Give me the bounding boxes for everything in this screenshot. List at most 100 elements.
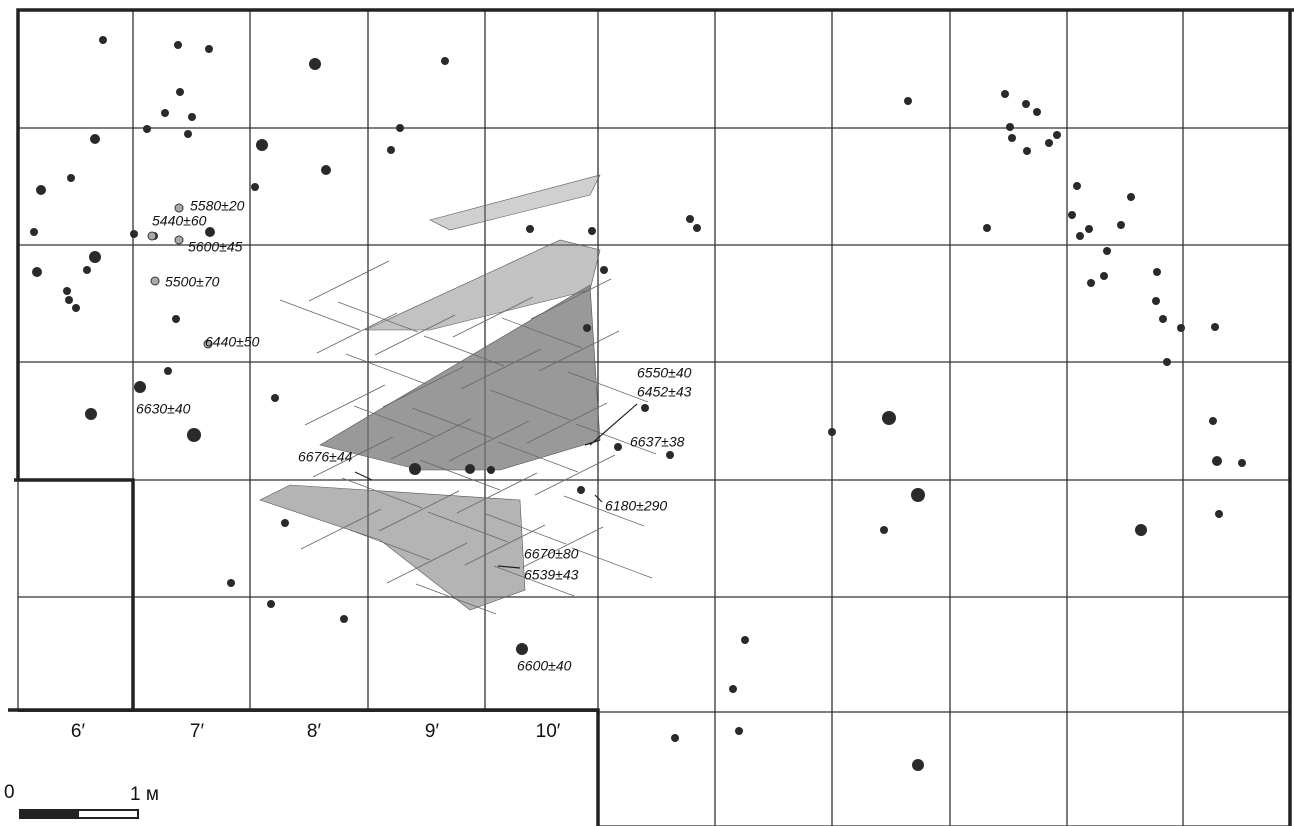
posthole	[1209, 417, 1217, 425]
flake	[382, 366, 464, 408]
flake	[489, 389, 571, 421]
posthole	[1212, 456, 1222, 466]
flake-scatter	[429, 174, 601, 231]
posthole	[1022, 100, 1030, 108]
flake	[493, 565, 575, 597]
posthole	[1152, 297, 1160, 305]
flake	[427, 511, 509, 543]
flake	[300, 508, 382, 550]
legend-mask	[0, 712, 597, 826]
posthole	[143, 125, 151, 133]
posthole	[1117, 221, 1125, 229]
flake	[571, 547, 653, 579]
posthole	[227, 579, 235, 587]
posthole	[600, 266, 608, 274]
flake	[386, 542, 468, 584]
hatched-area	[259, 174, 657, 615]
posthole	[1159, 315, 1167, 323]
date-label: 6440±50	[205, 334, 260, 350]
posthole	[134, 381, 146, 393]
flake	[497, 441, 579, 473]
grid	[0, 9, 1291, 826]
posthole	[30, 228, 38, 236]
posthole	[526, 225, 534, 233]
posthole	[396, 124, 404, 132]
posthole	[256, 139, 268, 151]
flake	[575, 423, 657, 455]
posthole	[880, 526, 888, 534]
posthole	[1085, 225, 1093, 233]
posthole	[387, 146, 395, 154]
posthole	[340, 615, 348, 623]
flake	[567, 371, 649, 403]
flake	[464, 524, 546, 566]
date-label: 6637±38	[630, 434, 685, 450]
sample-hole	[150, 276, 160, 286]
flake-scatter	[364, 239, 601, 331]
posthole	[583, 324, 591, 332]
posthole	[588, 227, 596, 235]
posthole	[205, 227, 215, 237]
posthole	[735, 727, 743, 735]
date-label: 5600±45	[188, 239, 243, 255]
flake	[341, 477, 423, 509]
posthole	[205, 45, 213, 53]
posthole	[1008, 134, 1016, 142]
posthole	[516, 643, 528, 655]
posthole	[441, 57, 449, 65]
posthole	[89, 251, 101, 263]
posthole	[911, 488, 925, 502]
scale-unit: 1 м	[130, 784, 159, 805]
posthole	[281, 519, 289, 527]
posthole	[487, 466, 495, 474]
posthole	[176, 88, 184, 96]
posthole	[1153, 268, 1161, 276]
posthole	[1053, 131, 1061, 139]
flake	[460, 348, 542, 390]
date-label: 5440±60	[152, 213, 207, 229]
flake	[522, 526, 604, 568]
column-label: 9′	[425, 721, 440, 742]
column-label: 7′	[190, 721, 205, 742]
sample-hole	[147, 231, 157, 241]
posthole	[693, 224, 701, 232]
flake	[411, 407, 493, 439]
posthole	[174, 41, 182, 49]
date-label: 6670±80	[524, 546, 579, 562]
posthole	[828, 428, 836, 436]
flake	[448, 420, 530, 462]
posthole	[32, 267, 42, 277]
posthole	[36, 185, 46, 195]
sample-hole	[174, 203, 184, 213]
frame	[8, 8, 1294, 826]
flake	[308, 260, 390, 302]
posthole	[1215, 510, 1223, 518]
flake	[353, 405, 435, 437]
column-label: 10′	[536, 721, 561, 742]
sample-hole	[203, 339, 213, 349]
posthole	[1076, 232, 1084, 240]
flake	[312, 436, 394, 478]
scale-bar	[19, 809, 139, 819]
posthole	[85, 408, 97, 420]
posthole	[1045, 139, 1053, 147]
flake	[378, 490, 460, 532]
posthole	[614, 443, 622, 451]
scale-zero: 0	[4, 782, 15, 803]
flake	[304, 384, 386, 426]
column-label: 6′	[71, 721, 86, 742]
posthole	[321, 165, 331, 175]
posthole	[99, 36, 107, 44]
flake	[526, 402, 608, 444]
flake	[279, 299, 361, 331]
posthole	[1135, 524, 1147, 536]
posthole	[67, 174, 75, 182]
flake	[452, 296, 534, 338]
flake-scatter	[259, 484, 526, 611]
flake	[349, 529, 431, 561]
posthole	[1087, 279, 1095, 287]
flake	[374, 314, 456, 356]
date-label: 5580±20	[190, 198, 245, 214]
posthole	[271, 394, 279, 402]
posthole	[465, 464, 475, 474]
